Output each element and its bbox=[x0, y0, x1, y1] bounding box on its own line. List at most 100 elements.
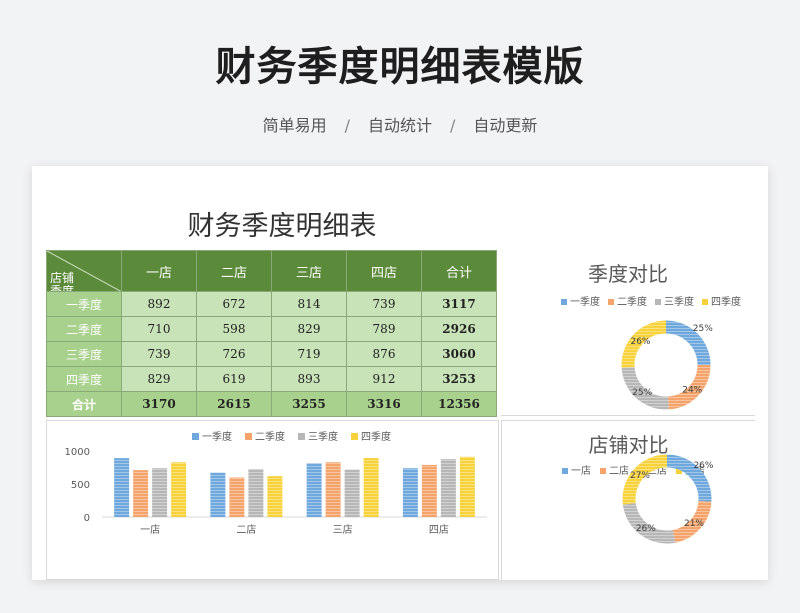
x-tick-label: 一店 bbox=[140, 523, 160, 536]
legend-swatch bbox=[192, 433, 199, 440]
corner-cell[interactable]: 店铺 季度 bbox=[46, 250, 122, 292]
table-cell[interactable]: 814 bbox=[271, 291, 347, 317]
legend-swatch bbox=[561, 299, 567, 305]
store-donut-panel[interactable]: 店铺对比 一店 二店 三店 四店 26% 21% 26% 27% bbox=[501, 420, 755, 580]
total-cell[interactable]: 2615 bbox=[196, 391, 272, 417]
bar[interactable] bbox=[440, 459, 456, 517]
table-cell[interactable]: 672 bbox=[196, 291, 272, 317]
table-cell[interactable]: 739 bbox=[346, 291, 422, 317]
donut-slice[interactable] bbox=[665, 320, 711, 366]
bar-chart-panel[interactable]: 一季度 二季度 三季度 四季度 0 500 1000 一店 二店 三店 四店 bbox=[46, 420, 499, 580]
row-label[interactable]: 二季度 bbox=[46, 316, 122, 342]
donut-slice[interactable] bbox=[622, 454, 668, 505]
table-cell[interactable]: 829 bbox=[271, 316, 347, 342]
season-chart-title: 季度对比 bbox=[588, 262, 668, 286]
legend-label: 四季度 bbox=[361, 430, 391, 443]
bar-chart: 一季度 二季度 三季度 四季度 0 500 1000 一店 二店 三店 四店 bbox=[65, 430, 487, 536]
bar[interactable] bbox=[306, 463, 322, 517]
row-label[interactable]: 一季度 bbox=[46, 291, 122, 317]
bar[interactable] bbox=[229, 477, 245, 517]
corner-season-label: 季度 bbox=[50, 284, 75, 292]
total-cell[interactable]: 3316 bbox=[346, 391, 422, 417]
tag-separator: / bbox=[344, 116, 350, 135]
donut-slice[interactable] bbox=[621, 320, 667, 368]
column-header[interactable]: 四店 bbox=[346, 250, 422, 292]
tag-auto-stat: 自动统计 bbox=[367, 116, 432, 135]
total-cell[interactable]: 3170 bbox=[121, 391, 197, 417]
table-cell[interactable]: 829 bbox=[121, 366, 197, 392]
slice-value-label: 21% bbox=[684, 519, 704, 529]
bar[interactable] bbox=[325, 462, 341, 517]
bar[interactable] bbox=[171, 462, 187, 517]
table-cell[interactable]: 710 bbox=[121, 316, 197, 342]
total-label[interactable]: 合计 bbox=[46, 391, 122, 417]
table-cell[interactable]: 789 bbox=[346, 316, 422, 342]
bar-legend: 一季度 二季度 三季度 四季度 bbox=[192, 430, 391, 443]
x-tick-label: 三店 bbox=[333, 523, 353, 536]
legend-swatch bbox=[245, 433, 252, 440]
table-row: 一季度 892 672 814 739 3117 bbox=[46, 291, 497, 317]
legend-swatch bbox=[351, 433, 358, 440]
bar[interactable] bbox=[344, 469, 360, 517]
donut-legend: 一季度 二季度 三季度 四季度 bbox=[561, 295, 741, 308]
y-tick-label: 500 bbox=[71, 480, 90, 491]
table-header-row: 店铺 季度 一店 二店 三店 四店 合计 bbox=[46, 250, 497, 292]
donut-slice[interactable] bbox=[667, 364, 711, 410]
legend-swatch bbox=[608, 299, 614, 305]
x-tick-label: 四店 bbox=[429, 523, 449, 536]
legend-label: 一季度 bbox=[570, 295, 600, 308]
slice-value-label: 24% bbox=[682, 386, 702, 396]
table-cell[interactable]: 876 bbox=[346, 341, 422, 367]
row-total-cell[interactable]: 3253 bbox=[421, 366, 497, 392]
table-cell[interactable]: 719 bbox=[271, 341, 347, 367]
bar[interactable] bbox=[459, 456, 475, 517]
bar[interactable] bbox=[114, 458, 130, 517]
table-row: 四季度 829 619 893 912 3253 bbox=[46, 366, 497, 392]
tag-separator: / bbox=[450, 116, 456, 135]
table-cell[interactable]: 912 bbox=[346, 366, 422, 392]
row-label[interactable]: 三季度 bbox=[46, 341, 122, 367]
bar[interactable] bbox=[267, 476, 283, 517]
table-cell[interactable]: 892 bbox=[121, 291, 197, 317]
bar[interactable] bbox=[363, 458, 379, 517]
column-header[interactable]: 一店 bbox=[121, 250, 197, 292]
grand-total-cell[interactable]: 12356 bbox=[421, 391, 497, 417]
bar[interactable] bbox=[421, 464, 437, 517]
legend-swatch bbox=[702, 299, 708, 305]
slice-value-label: 25% bbox=[632, 388, 652, 398]
bar[interactable] bbox=[152, 468, 168, 517]
row-total-cell[interactable]: 3060 bbox=[421, 341, 497, 367]
table-cell[interactable]: 893 bbox=[271, 366, 347, 392]
donut-slice[interactable] bbox=[672, 500, 712, 543]
legend-label: 三季度 bbox=[308, 430, 338, 443]
legend-label: 二季度 bbox=[617, 295, 647, 308]
table-cell[interactable]: 726 bbox=[196, 341, 272, 367]
column-header[interactable]: 二店 bbox=[196, 250, 272, 292]
bar[interactable] bbox=[210, 472, 226, 517]
column-header[interactable]: 合计 bbox=[421, 250, 497, 292]
bar[interactable] bbox=[402, 468, 418, 517]
legend-label: 四季度 bbox=[711, 295, 741, 308]
row-total-cell[interactable]: 2926 bbox=[421, 316, 497, 342]
row-total-cell[interactable]: 3117 bbox=[421, 291, 497, 317]
donut-slice[interactable] bbox=[622, 502, 676, 544]
legend-swatch bbox=[676, 468, 682, 474]
corner-store-label: 店铺 bbox=[50, 271, 75, 285]
x-tick-label: 二店 bbox=[236, 523, 256, 536]
table-cell[interactable]: 739 bbox=[121, 341, 197, 367]
season-donut-panel[interactable]: 季度对比 一季度 二季度 三季度 四季度 25% 24% 25% 26% bbox=[501, 250, 755, 416]
donut-slice[interactable] bbox=[666, 454, 712, 502]
row-label[interactable]: 四季度 bbox=[46, 366, 122, 392]
spreadsheet-preview: 财务季度明细表 店铺 季度 一店 二店 三店 四店 合计 一季度 892 672… bbox=[32, 166, 768, 580]
legend-swatch bbox=[655, 299, 661, 305]
column-header[interactable]: 三店 bbox=[271, 250, 347, 292]
bar[interactable] bbox=[248, 469, 264, 517]
table-cell[interactable]: 598 bbox=[196, 316, 272, 342]
sheet-title: 财务季度明细表 bbox=[187, 211, 377, 242]
donut-slice[interactable] bbox=[621, 366, 669, 410]
slice-value-label: 27% bbox=[630, 471, 650, 481]
bar[interactable] bbox=[133, 470, 149, 517]
table-cell[interactable]: 619 bbox=[196, 366, 272, 392]
total-cell[interactable]: 3255 bbox=[271, 391, 347, 417]
